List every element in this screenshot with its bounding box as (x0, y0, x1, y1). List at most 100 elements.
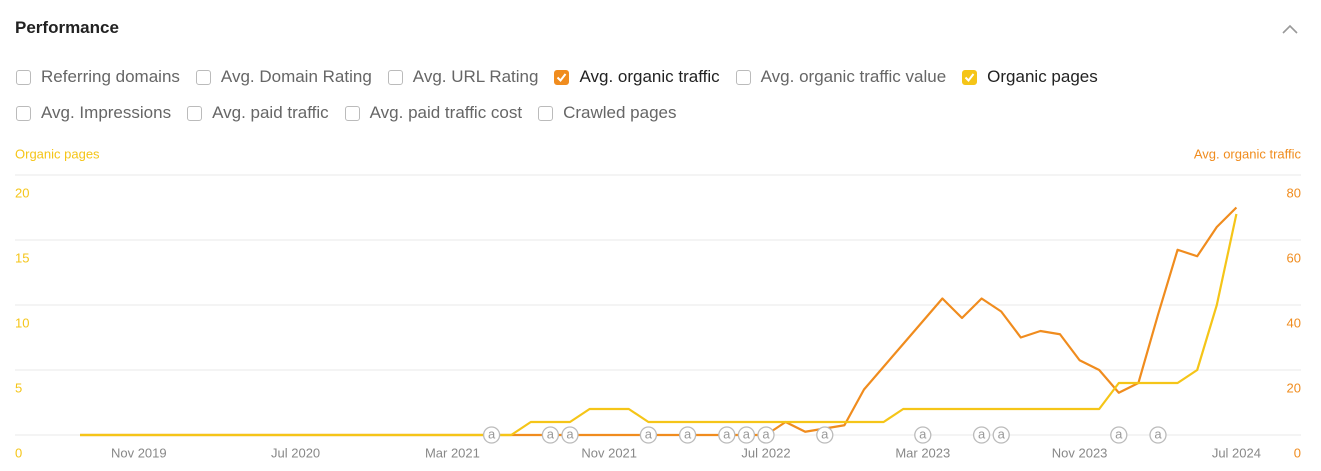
annotation-circle (718, 426, 736, 444)
metric-checkbox[interactable]: Avg. paid traffic cost (344, 103, 523, 123)
x-tick-label: Mar 2023 (895, 445, 950, 460)
annotation[interactable]: a (992, 426, 1010, 444)
annotation-label: a (762, 426, 770, 441)
annotation[interactable]: a (541, 426, 560, 444)
metric-checkbox[interactable]: Crawled pages (538, 103, 677, 123)
annotation[interactable]: a (718, 426, 736, 444)
annotation-label: a (998, 426, 1006, 441)
annotation-circle (561, 426, 579, 444)
annotation[interactable]: a (972, 426, 991, 444)
checkbox-box (387, 69, 403, 85)
checkbox-box (16, 105, 31, 121)
checkbox-box (16, 69, 31, 85)
annotation-label: a (723, 426, 731, 441)
metric-checkbox[interactable]: Avg. organic traffic (554, 67, 720, 87)
collapse-icon[interactable] (1282, 24, 1298, 34)
x-tick-label: Nov 2021 (581, 445, 637, 460)
annotation-circle (816, 426, 834, 444)
checkbox-box (344, 105, 360, 121)
annotation[interactable]: a (1149, 426, 1167, 444)
checkbox-label: Organic pages (987, 67, 1098, 86)
metric-row: Avg. Impressions Avg. paid traffic Avg. pa… (16, 103, 677, 123)
annotation-label: a (645, 426, 653, 441)
y2-tick-label: 60 (1287, 250, 1301, 265)
checkbox-label: Avg. paid traffic (212, 103, 329, 122)
metric-checkbox[interactable]: Organic pages (962, 67, 1098, 87)
annotation-circle (757, 426, 775, 444)
collapse-icon-wrap (1282, 24, 1298, 34)
annotation-circle (737, 426, 756, 444)
annotation-circle (1110, 426, 1128, 444)
checkbox-box (962, 69, 978, 85)
annotation[interactable]: a (914, 426, 932, 444)
y2-tick-label: 80 (1287, 185, 1301, 200)
annotation[interactable]: a (639, 426, 658, 444)
annotation-label: a (1154, 426, 1162, 441)
y2-tick-label: 40 (1287, 315, 1301, 330)
y2-axis-label: Avg. organic traffic (1194, 146, 1302, 161)
series-line (80, 206, 1238, 437)
check-mark (557, 72, 567, 82)
annotation-label: a (743, 426, 751, 441)
x-tick-label: Jul 2024 (1212, 445, 1261, 460)
annotation[interactable]: a (1110, 426, 1128, 444)
checkbox-box (195, 69, 211, 85)
annotation-circle (639, 426, 658, 444)
annotation-label: a (978, 426, 986, 441)
metric-row: Referring domains Avg. Domain Rating Avg. … (16, 67, 1098, 87)
checkbox-label: Avg. organic traffic (579, 67, 720, 86)
metric-checkbox[interactable]: Avg. paid traffic (187, 103, 329, 123)
x-tick-label: Nov 2023 (1052, 445, 1108, 460)
x-tick-label: Nov 2019 (111, 445, 167, 460)
annotation[interactable]: a (678, 426, 697, 444)
checkbox-label: Avg. URL Rating (412, 67, 539, 86)
checkbox-box (735, 69, 751, 85)
checkbox-label: Avg. organic traffic value (760, 67, 947, 86)
y-axis-label: Organic pages (15, 146, 100, 161)
annotation[interactable]: a (482, 426, 501, 444)
x-tick-label: Jul 2022 (741, 445, 790, 460)
check-mark (964, 72, 975, 82)
metric-checkbox[interactable]: Avg. Domain Rating (195, 67, 372, 87)
checkbox-box (538, 105, 554, 121)
metric-checkbox[interactable]: Avg. Impressions (16, 103, 171, 123)
y2-tick-label: 20 (1287, 380, 1301, 395)
y-tick-label: 15 (15, 250, 29, 265)
annotation-circle (992, 426, 1010, 444)
section-title: Performance (15, 18, 119, 37)
checkbox-label: Referring domains (41, 67, 180, 86)
annotation-label: a (547, 426, 555, 441)
annotation-label: a (684, 426, 692, 441)
annotation[interactable]: a (757, 426, 775, 444)
annotation-circle (541, 426, 560, 444)
checkbox-box (554, 69, 570, 85)
annotation-label: a (566, 426, 574, 441)
y-tick-label: 20 (15, 185, 29, 200)
checkbox-box (187, 105, 203, 121)
series-line (80, 213, 1238, 437)
annotation-circle (678, 426, 697, 444)
metric-checkbox[interactable]: Referring domains (16, 67, 180, 87)
annotation-circle (914, 426, 932, 444)
annotation-circle (482, 426, 501, 444)
annotation[interactable]: a (816, 426, 834, 444)
y-tick-label: 0 (15, 445, 22, 460)
y-tick-label: 10 (15, 315, 29, 330)
metric-checkbox[interactable]: Avg. organic traffic value (735, 67, 947, 87)
x-tick-label: Mar 2021 (425, 445, 480, 460)
x-tick-label: Jul 2020 (271, 445, 320, 460)
annotation[interactable]: a (561, 426, 579, 444)
y2-tick-label: 0 (1294, 445, 1301, 460)
annotation-circle (972, 426, 991, 444)
annotation-label: a (488, 426, 496, 441)
checkbox-label: Avg. paid traffic cost (369, 103, 523, 122)
annotation[interactable]: a (737, 426, 756, 444)
annotation-label: a (821, 426, 829, 441)
annotation-label: a (1115, 426, 1123, 441)
checkbox-label: Crawled pages (563, 103, 677, 122)
checkbox-label: Avg. Impressions (41, 103, 172, 122)
checkbox-label: Avg. Domain Rating (220, 67, 372, 86)
metric-checkbox[interactable]: Avg. URL Rating (387, 67, 539, 87)
